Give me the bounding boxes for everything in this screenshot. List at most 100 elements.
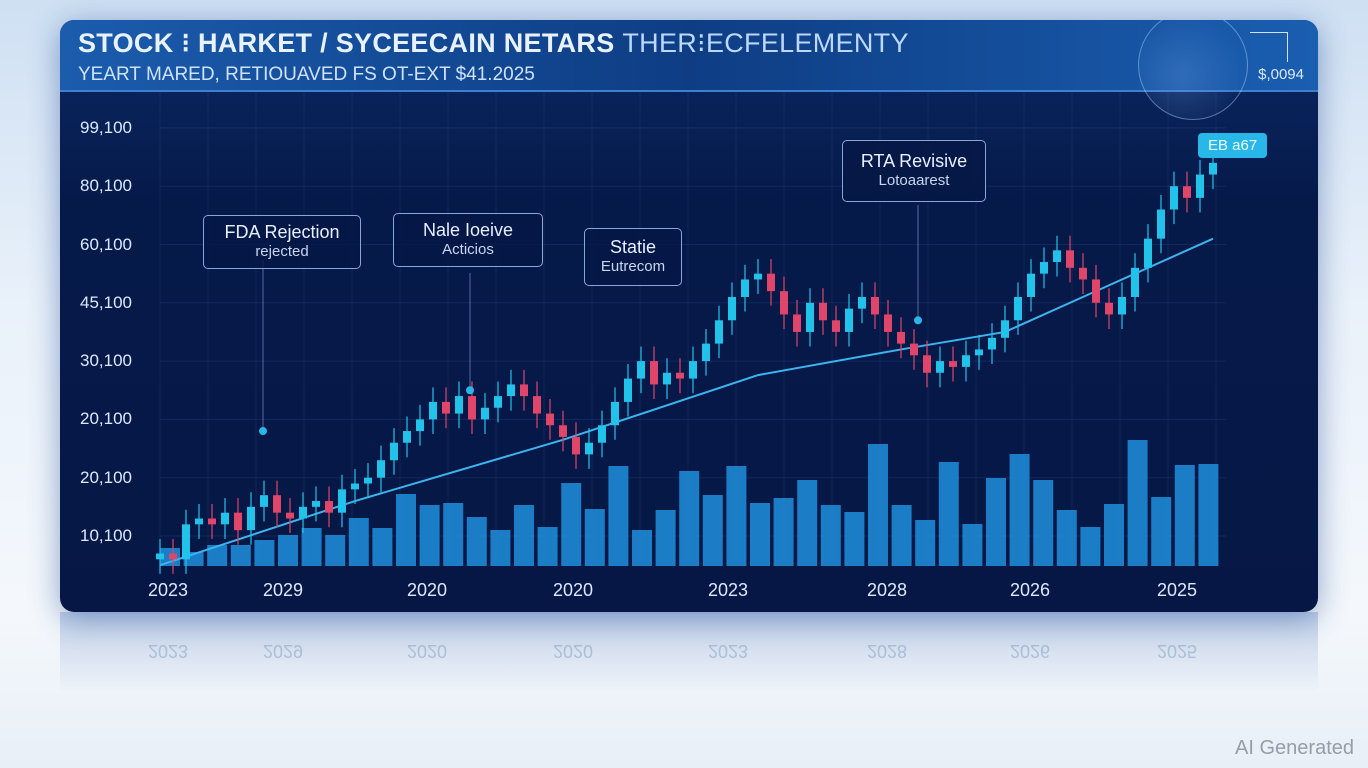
candle-body bbox=[624, 378, 632, 402]
candle-body bbox=[442, 401, 450, 414]
annotation-title: Nale Ioeive bbox=[422, 220, 514, 240]
candle-body bbox=[1118, 296, 1126, 315]
candle-body bbox=[767, 273, 775, 292]
candle-body bbox=[1092, 279, 1100, 303]
floor-reflection bbox=[60, 612, 1318, 692]
candle-body bbox=[416, 419, 424, 432]
volume-bar bbox=[537, 527, 558, 566]
volume-bar bbox=[466, 517, 487, 566]
candle-body bbox=[663, 372, 671, 385]
annotation-title: RTA Revisive bbox=[860, 151, 968, 171]
volume-bar bbox=[655, 510, 676, 566]
candle-body bbox=[988, 337, 996, 350]
candle-body bbox=[1014, 296, 1022, 321]
volume-bar bbox=[632, 530, 652, 566]
annotation-title: FDA Rejection bbox=[224, 222, 340, 242]
annotation-marker bbox=[914, 316, 922, 325]
candle-body bbox=[1209, 162, 1217, 175]
candle-body bbox=[637, 361, 645, 379]
x-tick-label: 2028 bbox=[866, 580, 908, 600]
y-tick-label: 10,100 bbox=[80, 526, 132, 545]
volume-bar bbox=[1009, 454, 1030, 566]
volume-bar bbox=[1056, 510, 1077, 566]
candlestick-chart bbox=[156, 92, 1226, 574]
y-tick-label: 20,100 bbox=[80, 467, 132, 487]
price-badge: EB a67 bbox=[1198, 133, 1268, 158]
moving-average-line bbox=[159, 237, 1214, 567]
candle-body bbox=[806, 302, 814, 332]
candle-body bbox=[793, 314, 801, 332]
volume-bar bbox=[938, 462, 959, 566]
x-tick-reflection: 2026 bbox=[1009, 641, 1051, 661]
annotation-title: Statie bbox=[609, 237, 657, 257]
annotation-marker bbox=[466, 386, 474, 395]
volume-bar bbox=[207, 545, 228, 566]
chart-panel: STOCK ⁝ HARKET / SYCEECAIN NETARS THER⁝E… bbox=[60, 20, 1318, 612]
candle-body bbox=[611, 401, 619, 426]
volume-bar bbox=[372, 528, 393, 566]
y-tick-label: 45,100 bbox=[80, 292, 132, 312]
volume-bar bbox=[419, 505, 440, 566]
annotation-sub: rejected bbox=[255, 243, 309, 260]
chart-subtitle: YEART MARED, RETIOUAVED FS OT-EXT $41.20… bbox=[78, 64, 535, 85]
volume-bar bbox=[797, 480, 818, 566]
x-tick-reflection: 2028 bbox=[866, 641, 908, 661]
candle-body bbox=[1027, 273, 1035, 297]
candle-body bbox=[1170, 186, 1178, 210]
volume-bar bbox=[396, 494, 416, 566]
candle-body bbox=[676, 372, 684, 379]
candle-body bbox=[1040, 261, 1048, 274]
candle-body bbox=[273, 495, 281, 513]
x-tick-label: 2029 bbox=[262, 580, 304, 600]
chart-header: STOCK ⁝ HARKET / SYCEECAIN NETARS THER⁝E… bbox=[60, 20, 1318, 120]
volume-bar bbox=[986, 478, 1006, 566]
volume-bar bbox=[750, 503, 770, 566]
x-tick-reflection: 2029 bbox=[262, 641, 304, 661]
x-tick-reflection: 2020 bbox=[552, 641, 594, 661]
annotation-statie: Statie Eutrecom bbox=[584, 228, 682, 286]
y-tick-label: 20,100 bbox=[80, 409, 132, 429]
candle-body bbox=[182, 524, 190, 560]
candle-body bbox=[741, 279, 749, 297]
volume-bar bbox=[1198, 464, 1219, 566]
candle-body bbox=[1183, 186, 1191, 198]
candle-body bbox=[1157, 209, 1165, 239]
volume-bar bbox=[301, 528, 322, 566]
candle-body bbox=[169, 553, 177, 560]
volume-bar bbox=[1033, 480, 1054, 566]
x-tick-label: 2020 bbox=[552, 580, 594, 600]
candle-body bbox=[1053, 250, 1061, 262]
candle-body bbox=[351, 483, 359, 490]
chart-title: STOCK ⁝ HARKET / SYCEECAIN NETARS THER⁝E… bbox=[78, 28, 909, 59]
candle-body bbox=[1105, 302, 1113, 315]
candle-body bbox=[208, 518, 216, 525]
candle-body bbox=[1144, 238, 1152, 268]
candle-body bbox=[468, 396, 476, 420]
x-tick-label: 2025 bbox=[1156, 580, 1198, 600]
x-tick-reflection: 2023 bbox=[707, 641, 749, 661]
x-tick-label: 2023 bbox=[707, 580, 749, 600]
candle-body bbox=[598, 425, 606, 443]
candle-body bbox=[494, 396, 502, 408]
annotation-sub: Eutrecom bbox=[600, 258, 666, 275]
candle-body bbox=[156, 553, 164, 560]
x-tick-label: 2020 bbox=[406, 580, 448, 600]
candle-body bbox=[858, 296, 866, 309]
candle-body bbox=[247, 506, 255, 531]
candle-body bbox=[754, 273, 762, 280]
candle-body bbox=[650, 361, 658, 385]
volume-bar bbox=[868, 444, 888, 566]
volume-bar bbox=[844, 512, 865, 566]
volume-bar bbox=[514, 505, 534, 566]
annotation-fda-rejection: FDA Rejection rejected bbox=[203, 215, 361, 269]
candle-body bbox=[533, 396, 541, 414]
title-bold: STOCK ⁝ HARKET / SYCEECAIN NETARS bbox=[78, 28, 615, 58]
volume-bar bbox=[726, 466, 747, 566]
volume-bar bbox=[348, 518, 369, 566]
candle-body bbox=[728, 296, 736, 321]
candle-body bbox=[455, 396, 463, 414]
y-tick-label: 99,100 bbox=[80, 117, 132, 137]
candle-body bbox=[1079, 267, 1087, 280]
annotation-sub: Acticios bbox=[442, 241, 494, 258]
volume-bar bbox=[915, 520, 936, 566]
